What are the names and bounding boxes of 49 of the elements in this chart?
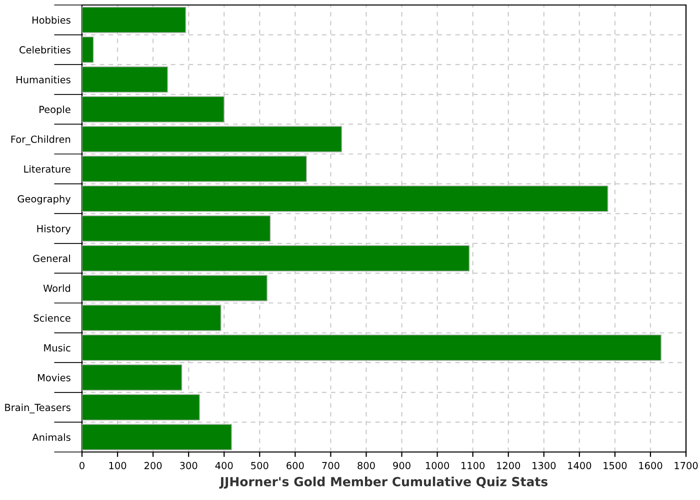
x-tick-label: 600 xyxy=(286,462,304,470)
y-tick-label: Movies xyxy=(38,374,70,382)
x-tick-label: 800 xyxy=(358,462,375,470)
x-axis-title: JJHorner's Gold Member Cumulative Quiz Stats xyxy=(219,476,548,489)
bar xyxy=(82,185,608,212)
y-tick-label: Humanities xyxy=(16,76,70,84)
bar xyxy=(82,126,342,152)
x-tick-label: 700 xyxy=(322,462,340,470)
x-tick-label: 500 xyxy=(251,462,268,470)
bar xyxy=(82,394,200,421)
x-tick-label: 900 xyxy=(393,462,410,470)
y-tick-label: Music xyxy=(44,344,70,352)
bar xyxy=(82,6,186,34)
bar xyxy=(82,245,470,272)
y-tick-label: Animals xyxy=(32,433,70,441)
y-tick-label: Hobbies xyxy=(32,16,70,24)
x-tick-label: 100 xyxy=(109,462,126,470)
bar xyxy=(82,66,168,93)
x-tick-label: 1200 xyxy=(497,462,520,470)
x-tick-label: 200 xyxy=(144,462,162,470)
x-tick-label: 1600 xyxy=(639,462,662,470)
y-tick-label: Celebrities xyxy=(20,46,70,54)
y-tick-label: History xyxy=(37,224,71,234)
y-tick-label: General xyxy=(33,254,70,262)
bar xyxy=(82,156,307,182)
x-tick-label: 1000 xyxy=(426,462,450,470)
x-tick-label: 1100 xyxy=(462,462,485,470)
y-tick-label: World xyxy=(43,284,70,292)
bar xyxy=(82,364,182,391)
y-tick-label: Geography xyxy=(18,195,71,204)
x-tick-label: 1300 xyxy=(532,462,556,470)
bar xyxy=(82,215,271,242)
bar xyxy=(82,334,662,361)
y-tick-label: Literature xyxy=(24,165,70,173)
bar xyxy=(82,304,222,332)
x-tick-label: 400 xyxy=(215,462,233,470)
y-tick-label: Brain_Teasers xyxy=(5,404,70,414)
y-tick-label: Science xyxy=(34,314,70,322)
y-tick-label: For_Children xyxy=(11,135,70,146)
x-tick-label: 1500 xyxy=(604,462,627,470)
x-tick-label: 1400 xyxy=(568,462,592,470)
bar xyxy=(82,96,225,123)
bar xyxy=(82,36,94,63)
x-tick-label: 0 xyxy=(80,462,84,470)
x-tick-label: 1700 xyxy=(674,462,698,470)
bar xyxy=(82,424,232,450)
x-tick-label: 300 xyxy=(180,462,198,470)
bar xyxy=(82,274,268,302)
y-tick-label: People xyxy=(40,106,70,116)
